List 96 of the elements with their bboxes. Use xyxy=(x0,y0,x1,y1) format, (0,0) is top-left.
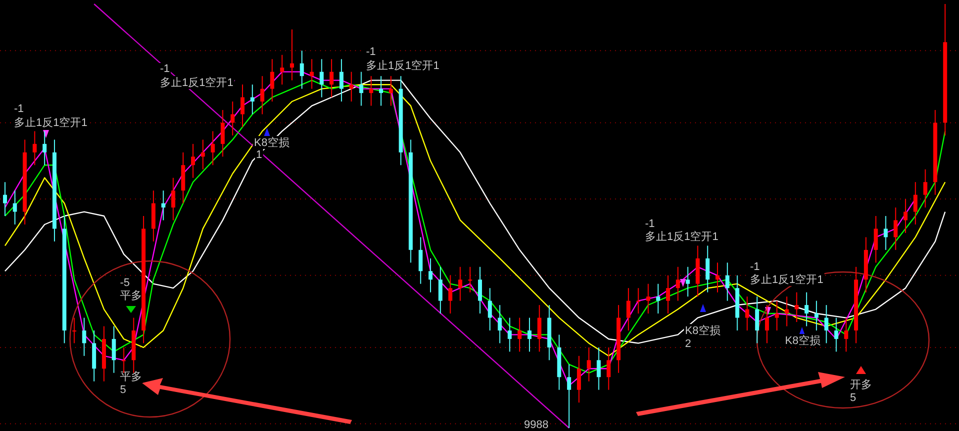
candlestick xyxy=(379,76,384,106)
candlestick xyxy=(210,130,215,166)
candlestick xyxy=(349,71,354,102)
candlestick xyxy=(161,190,166,221)
candlestick xyxy=(814,300,818,331)
candlestick xyxy=(844,317,848,352)
candlestick xyxy=(774,300,779,331)
candlestick xyxy=(458,266,462,302)
candlestick xyxy=(745,296,750,331)
candlestick xyxy=(884,216,888,250)
candlestick xyxy=(388,76,393,106)
annotation: 平多 xyxy=(120,290,142,302)
candlestick xyxy=(200,139,205,170)
candlestick xyxy=(270,58,274,102)
annotation: K8空损 xyxy=(785,334,820,347)
candlestick xyxy=(240,84,244,128)
candlestick xyxy=(755,296,760,344)
annotation: 平多 xyxy=(120,371,142,383)
candlestick xyxy=(646,283,650,314)
annotation: 2 xyxy=(685,338,692,350)
candlestick xyxy=(913,182,918,225)
candlestick xyxy=(923,168,928,208)
candlestick xyxy=(230,101,235,136)
annotation: K8空损 xyxy=(685,324,720,337)
candlestick xyxy=(488,288,492,331)
candlestick xyxy=(369,76,374,106)
candlestick xyxy=(686,266,690,298)
annotation: 多止1反1空开1 xyxy=(160,76,234,89)
annotation: 5 xyxy=(120,384,126,396)
annotation: 多止1反1空开1 xyxy=(366,59,440,72)
candlestick xyxy=(498,304,502,344)
candlestick xyxy=(280,54,284,86)
candlestick xyxy=(606,346,611,390)
candlestick xyxy=(478,266,482,314)
candlestick xyxy=(527,317,532,352)
candlestick xyxy=(537,304,542,352)
candlestick xyxy=(82,317,86,356)
candlestick xyxy=(12,190,17,225)
candlestick xyxy=(359,71,364,106)
candlestick xyxy=(428,258,433,293)
annotation: -1 xyxy=(645,218,655,230)
candlestick xyxy=(706,245,710,293)
annotation: 1 xyxy=(256,149,262,161)
candlestick xyxy=(300,50,304,90)
candlestick xyxy=(330,58,334,98)
candlestick xyxy=(508,317,512,352)
annotation: 多止1反1空开1 xyxy=(645,230,718,243)
candlestick xyxy=(518,317,522,352)
annotation: 多止1反1空开1 xyxy=(750,273,824,286)
candlestick xyxy=(448,274,452,314)
candlestick xyxy=(290,28,294,81)
candlestick xyxy=(468,266,472,293)
candlestick xyxy=(3,182,7,216)
candlestick xyxy=(784,296,789,327)
candlestick xyxy=(339,58,344,102)
candlestick xyxy=(418,236,423,284)
candlestick xyxy=(32,130,37,166)
annotation: 多止1反1空开1 xyxy=(14,116,88,129)
annotation: -1 xyxy=(750,261,760,273)
candlestick xyxy=(874,216,878,264)
annotation: 5 xyxy=(850,392,856,404)
candlestick xyxy=(191,143,196,178)
candlestick xyxy=(596,346,601,390)
candlestick xyxy=(636,288,640,314)
candlestick xyxy=(122,346,126,374)
candlestick xyxy=(656,283,660,314)
candlestick xyxy=(586,346,591,382)
annotation: 9988 xyxy=(524,419,548,431)
candlestick xyxy=(834,317,838,352)
candlestick xyxy=(576,355,581,404)
candlestick xyxy=(567,364,572,428)
candlestick xyxy=(725,262,730,302)
annotation: 开多 xyxy=(850,379,872,391)
candlestick xyxy=(904,198,908,234)
annotation: -1 xyxy=(366,46,376,58)
annotation: -1 xyxy=(160,63,170,75)
candlestick xyxy=(666,274,670,314)
candlestick xyxy=(72,317,76,344)
annotation: -1 xyxy=(14,103,24,115)
candlestick xyxy=(894,207,898,250)
candlestick xyxy=(220,110,225,158)
candlestick xyxy=(250,84,254,115)
candlestick xyxy=(676,266,680,302)
candlestick xyxy=(804,292,809,327)
candlestick xyxy=(438,266,442,314)
candlestick xyxy=(824,304,828,344)
annotation: K8空损 xyxy=(254,136,290,149)
candlestick xyxy=(310,58,314,90)
candlestick xyxy=(171,177,176,221)
candlestick xyxy=(320,58,324,98)
candlestick xyxy=(626,288,630,331)
candlestick xyxy=(260,76,264,115)
annotation: -5 xyxy=(120,277,130,289)
candlestick xyxy=(716,262,720,293)
candlestick xyxy=(112,326,116,374)
candlestick xyxy=(794,292,799,322)
